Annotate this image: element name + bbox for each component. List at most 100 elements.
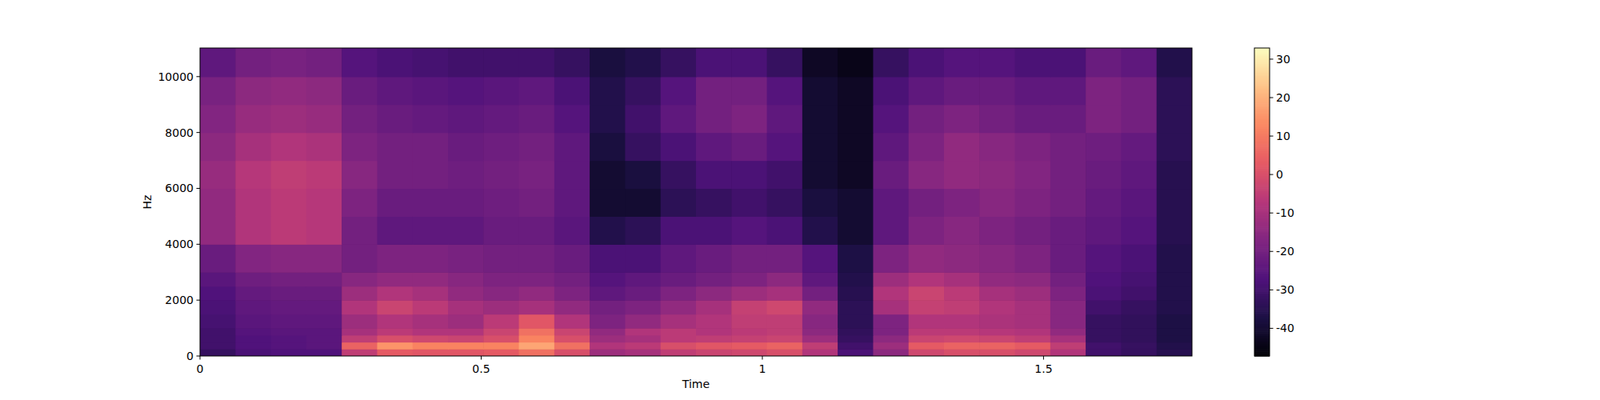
cell	[200, 300, 236, 315]
cell	[448, 244, 484, 273]
cell	[448, 314, 484, 329]
cell	[696, 104, 732, 134]
cell	[979, 188, 1016, 217]
y-tick-label: 10000	[157, 70, 194, 84]
cell	[1156, 188, 1192, 217]
cell	[1050, 244, 1087, 273]
cell	[376, 160, 413, 190]
cell	[979, 348, 1016, 356]
cell	[306, 188, 343, 217]
cell	[908, 342, 945, 350]
cell	[412, 328, 449, 336]
cell	[802, 335, 839, 343]
cell	[872, 335, 909, 343]
cell	[1085, 348, 1122, 356]
cell	[837, 104, 874, 134]
cell	[837, 314, 874, 329]
cell	[306, 216, 343, 245]
cell	[483, 272, 520, 287]
cell	[1050, 314, 1087, 329]
cell	[412, 342, 449, 350]
cell	[1156, 342, 1192, 350]
cell	[979, 104, 1016, 134]
cell	[1120, 348, 1157, 356]
cell	[802, 244, 839, 273]
frame	[200, 48, 1192, 356]
cell	[1050, 132, 1087, 162]
cell	[448, 272, 484, 287]
cell	[271, 348, 308, 356]
cell	[837, 335, 874, 343]
cell	[660, 188, 697, 217]
x-tick-label: 0	[196, 362, 204, 376]
cell	[341, 348, 378, 356]
cell	[483, 104, 520, 134]
cell	[483, 286, 520, 301]
cell	[200, 104, 236, 134]
cell	[1050, 348, 1087, 356]
cell	[376, 328, 413, 336]
cell	[1050, 286, 1087, 301]
cell	[731, 132, 768, 162]
cell	[448, 348, 484, 356]
cell	[908, 48, 945, 77]
cell	[731, 104, 768, 134]
cell	[872, 160, 909, 190]
cell	[1085, 342, 1122, 350]
cell	[660, 132, 697, 162]
cell	[376, 286, 413, 301]
cell	[767, 342, 804, 350]
y-axis-label: Hz	[140, 195, 154, 210]
cell	[1120, 76, 1157, 106]
cell	[341, 160, 378, 190]
cell	[979, 76, 1016, 106]
cell	[944, 335, 980, 343]
cell	[1120, 286, 1157, 301]
cell	[519, 244, 556, 273]
cell	[908, 328, 945, 336]
cell	[696, 348, 732, 356]
cell	[1050, 342, 1087, 350]
cell	[731, 244, 768, 273]
cell	[554, 244, 591, 273]
cell	[767, 132, 804, 162]
cell	[624, 328, 661, 336]
cell	[412, 314, 449, 329]
cell	[200, 48, 236, 77]
cell	[731, 342, 768, 350]
cell	[660, 244, 697, 273]
cell	[802, 76, 839, 106]
cell	[944, 188, 980, 217]
cell	[660, 348, 697, 356]
cell	[412, 48, 449, 77]
cell	[767, 286, 804, 301]
cell	[767, 104, 804, 134]
cell	[696, 216, 732, 245]
cell	[376, 188, 413, 217]
cell	[872, 272, 909, 287]
cell	[589, 48, 626, 77]
cell	[767, 335, 804, 343]
cell	[660, 272, 697, 287]
cell	[908, 272, 945, 287]
cells	[200, 48, 1192, 356]
cell	[1156, 160, 1192, 190]
cell	[837, 244, 874, 273]
cell	[908, 348, 945, 356]
cell	[767, 300, 804, 315]
cell	[554, 328, 591, 336]
cell	[341, 132, 378, 162]
cell	[767, 48, 804, 77]
cell	[483, 335, 520, 343]
cell	[306, 76, 343, 106]
cell	[554, 48, 591, 77]
colorbar-tick	[1269, 136, 1274, 137]
cell	[235, 335, 272, 343]
cell	[412, 300, 449, 315]
cell	[660, 314, 697, 329]
cell	[1015, 48, 1052, 77]
cell	[271, 335, 308, 343]
cell	[412, 216, 449, 245]
cell	[412, 348, 449, 356]
cell	[767, 188, 804, 217]
